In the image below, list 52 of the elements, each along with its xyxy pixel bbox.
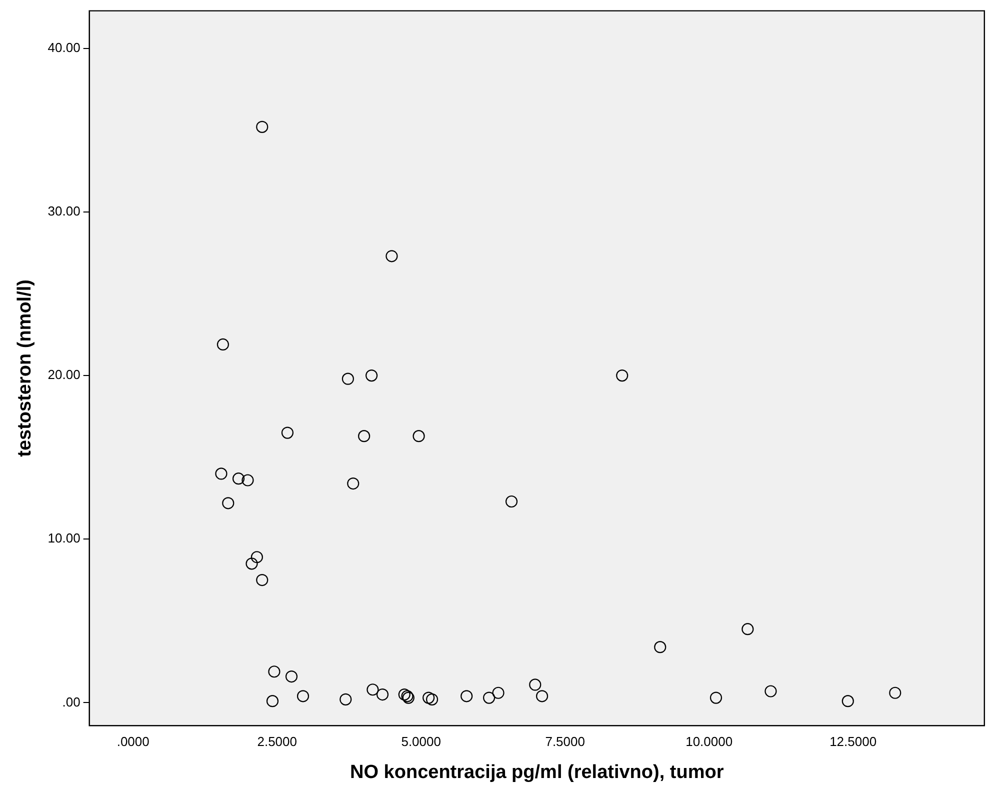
point (483, 692, 496, 704)
point (340, 693, 352, 706)
point (242, 474, 254, 486)
point (268, 666, 280, 678)
point (246, 558, 258, 570)
x-tick-label: 2.5000 (257, 734, 297, 749)
point (616, 370, 628, 382)
y-tick-label: 30.00 (48, 204, 80, 219)
point (347, 477, 360, 490)
point (358, 430, 370, 442)
point (376, 688, 389, 701)
point (654, 641, 666, 654)
point (764, 685, 777, 698)
point (366, 684, 379, 696)
point (889, 686, 902, 699)
point (232, 472, 245, 485)
point (256, 120, 268, 133)
point (398, 688, 410, 701)
x-tick-label: 10.0000 (686, 734, 733, 749)
y-axis-title: testosteron (nmol/l) (14, 280, 36, 457)
point (842, 695, 854, 708)
point (422, 692, 435, 704)
point (216, 338, 230, 351)
point (710, 692, 722, 704)
point (222, 497, 234, 510)
y-tick-label: 10.00 (48, 530, 80, 546)
point (412, 430, 425, 442)
point (256, 574, 268, 586)
point (492, 686, 504, 699)
point (215, 468, 228, 480)
point (250, 551, 263, 564)
point (342, 372, 354, 385)
x-tick-label: 7.5000 (545, 734, 585, 749)
point (505, 495, 518, 508)
point (742, 623, 754, 636)
x-axis-title: NO koncentracija pg/ml (relativno), tumor (350, 762, 724, 783)
point (285, 670, 298, 683)
point (460, 690, 473, 702)
y-tick-label: .00 (62, 694, 80, 710)
x-tick-label: 12.5000 (830, 734, 877, 749)
point (536, 690, 548, 702)
x-tick-label: .0000 (116, 734, 150, 749)
y-tick-label: 20.00 (48, 367, 80, 382)
x-tick-label: 5.0000 (401, 734, 441, 749)
point (266, 695, 279, 708)
point (529, 678, 542, 691)
y-tick-label: 40.00 (48, 40, 80, 55)
point (386, 250, 398, 262)
point (366, 370, 378, 382)
point (281, 426, 294, 439)
point (296, 690, 310, 702)
point (426, 693, 438, 706)
